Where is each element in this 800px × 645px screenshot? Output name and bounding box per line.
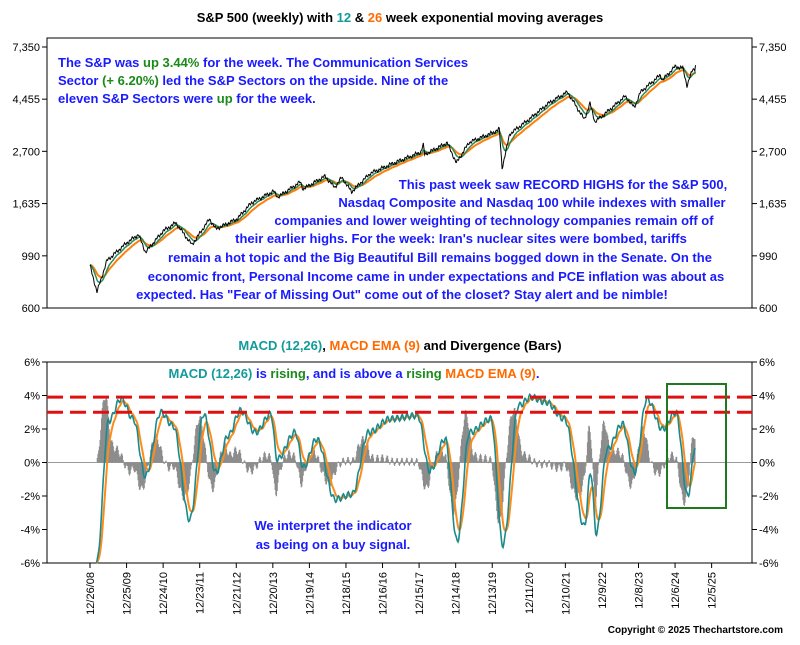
- macd-y-tick-label-right: 6%: [759, 357, 775, 369]
- ema26-line: [89, 68, 697, 279]
- macd-y-tick-label-left: -4%: [20, 525, 40, 537]
- x-tick-label: 12/8/23: [633, 572, 645, 609]
- recent-signal-highlight-box: [666, 383, 727, 509]
- price-y-tick-label-left: 600: [22, 303, 40, 315]
- price-y-tick-label-left: 4,455: [12, 94, 40, 106]
- macd-y-tick-label-right: -6%: [759, 558, 779, 570]
- price-y-tick-label-right: 7,350: [759, 42, 787, 54]
- macd-y-tick-label-left: -2%: [20, 491, 40, 503]
- price-y-tick-label-left: 990: [22, 251, 40, 263]
- price-y-tick-label-right: 2,700: [759, 146, 787, 158]
- buy-signal-line-1: We interpret the indicator: [254, 518, 411, 533]
- commentary-line-7: expected. Has "Fear of Missing Out" come…: [136, 287, 668, 302]
- macd-y-tick-label-right: -4%: [759, 525, 779, 537]
- macd-y-tick-label-right: 2%: [759, 424, 775, 436]
- commentary-line-2: Nasdaq Composite and Nasdaq 100 while in…: [338, 195, 725, 210]
- x-tick-label: 12/23/11: [195, 572, 207, 614]
- x-tick-label: 12/25/09: [122, 572, 134, 615]
- commentary-line-4: their earlier highs. For the week: Iran'…: [235, 231, 687, 246]
- price-y-tick-label-right: 990: [759, 251, 777, 263]
- macd-y-tick-label-right: 0%: [759, 458, 775, 470]
- x-tick-label: 12/11/20: [524, 572, 536, 614]
- x-tick-label: 12/15/17: [414, 572, 426, 615]
- x-tick-label: 12/9/22: [597, 572, 609, 609]
- x-tick-label: 12/16/16: [378, 572, 390, 615]
- x-tick-label: 12/6/24: [670, 572, 682, 609]
- macd-status-note: MACD (12,26) is rising, and is above a r…: [169, 366, 540, 381]
- weekly-summary-note: The S&P was up 3.44% for the week. The C…: [58, 55, 468, 106]
- x-tick-label: 12/21/12: [231, 572, 243, 615]
- price-series-group: [89, 64, 697, 293]
- x-tick-label: 12/19/14: [304, 572, 316, 615]
- commentary-line-6: economic front, Personal Income came in …: [148, 269, 724, 284]
- macd-y-tick-label-left: 4%: [24, 391, 40, 403]
- x-tick-label: 12/13/19: [487, 572, 499, 615]
- commentary-line-1: This past week saw RECORD HIGHS for the …: [399, 177, 727, 192]
- macd-line: [95, 393, 696, 564]
- price-y-tick-label-right: 4,455: [759, 94, 787, 106]
- macd-y-tick-label-left: 2%: [24, 424, 40, 436]
- macd-y-tick-label-left: 6%: [24, 357, 40, 369]
- price-y-tick-label-left: 7,350: [12, 42, 40, 54]
- x-axis: 12/26/08 12/25/09 12/24/10 12/23/11 12/21/12…: [85, 563, 719, 615]
- macd-series-group: [95, 393, 696, 564]
- copyright-text: Copyright © 2025 Thechartstore.com: [608, 625, 783, 636]
- buy-signal-line-2: as being on a buy signal.: [256, 537, 411, 552]
- x-tick-label: 12/18/15: [341, 572, 353, 615]
- macd-y-tick-label-left: -6%: [20, 558, 40, 570]
- commentary-line-5: remain a hot topic and the Big Beautiful…: [168, 250, 712, 265]
- x-tick-label: 12/24/10: [158, 572, 170, 615]
- commentary-line-3: companies and lower weighting of technol…: [274, 213, 714, 228]
- sp500-price-line: [89, 64, 696, 293]
- x-tick-label: 12/26/08: [85, 572, 97, 615]
- summary-line-2: Sector (+ 6.20%) led the S&P Sectors on …: [58, 73, 448, 88]
- price-y-axis: 7,350 7,350 4,455 4,455 2,700 2,700 1,635 1,635…: [12, 42, 786, 315]
- buy-signal-note: We interpret the indicator as being on a…: [254, 518, 411, 552]
- market-commentary: This past week saw RECORD HIGHS for the …: [136, 177, 727, 302]
- ema12-line: [89, 67, 697, 284]
- price-y-tick-label-left: 1,635: [12, 199, 40, 211]
- x-tick-label: 12/14/18: [451, 572, 463, 615]
- x-tick-label: 12/20/13: [268, 572, 280, 615]
- macd-y-tick-label-right: -2%: [759, 491, 779, 503]
- macd-title: MACD (12,26), MACD EMA (9) and Divergenc…: [238, 338, 561, 353]
- macd-y-tick-label-left: 0%: [24, 458, 40, 470]
- price-y-tick-label-left: 2,700: [12, 146, 40, 158]
- x-tick-label: 12/5/25: [707, 572, 719, 609]
- macd-y-tick-label-right: 4%: [759, 391, 775, 403]
- summary-line-1: The S&P was up 3.44% for the week. The C…: [58, 55, 468, 70]
- chart-title: S&P 500 (weekly) with 12 & 26 week expon…: [197, 10, 604, 25]
- price-y-tick-label-right: 600: [759, 303, 777, 315]
- price-panel-frame: [46, 37, 753, 309]
- price-y-tick-label-right: 1,635: [759, 199, 787, 211]
- summary-line-3: eleven S&P Sectors were up for the week.: [58, 91, 316, 106]
- x-tick-label: 12/10/21: [560, 572, 572, 615]
